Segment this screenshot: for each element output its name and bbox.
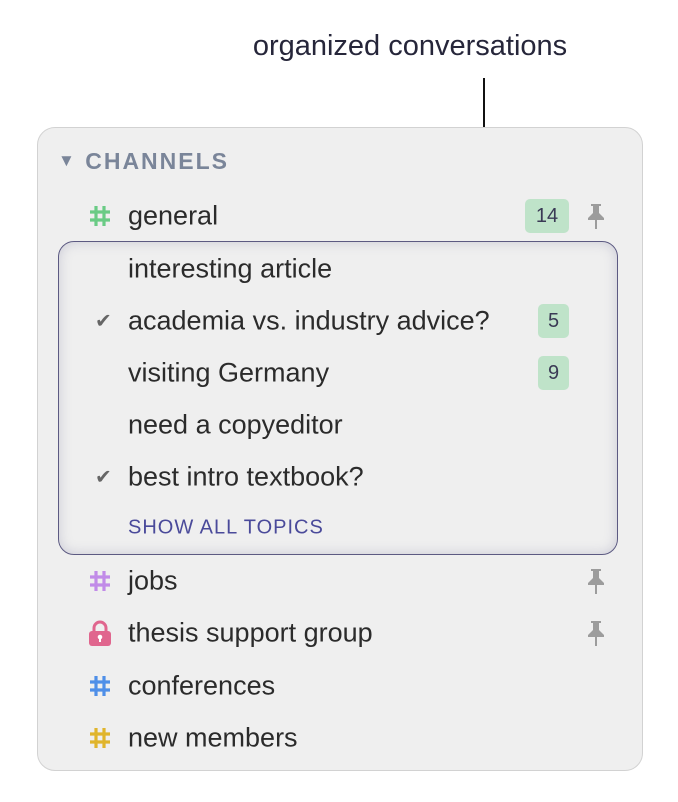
topic-item[interactable]: ✔ best intro textbook?	[0, 457, 678, 497]
topic-item[interactable]: ✔ academia vs. industry advice? 5	[0, 301, 678, 341]
topic-label: academia vs. industry advice?	[128, 305, 490, 336]
check-icon: ✔	[95, 466, 112, 489]
channel-new-members[interactable]: new members	[0, 718, 678, 758]
lock-icon	[88, 620, 112, 646]
topic-label: best intro textbook?	[128, 461, 364, 492]
channel-thesis-support-group[interactable]: thesis support group	[0, 613, 678, 653]
channel-label: general	[128, 200, 219, 231]
show-all-topics-link[interactable]: SHOW ALL TOPICS	[0, 508, 678, 548]
hash-icon	[88, 726, 112, 750]
collapse-triangle-icon: ▼	[58, 151, 77, 170]
pin-icon[interactable]	[585, 620, 607, 646]
channel-general[interactable]: general 14	[0, 196, 678, 236]
topic-item[interactable]: interesting article	[0, 249, 678, 289]
channel-label: conferences	[128, 670, 276, 701]
unread-badge: 9	[538, 356, 569, 390]
channel-jobs[interactable]: jobs	[0, 561, 678, 601]
section-title: CHANNELS	[85, 148, 229, 174]
channel-label: jobs	[128, 565, 178, 596]
pin-icon[interactable]	[585, 568, 607, 594]
topics-box	[58, 241, 618, 555]
topic-label: interesting article	[128, 253, 333, 284]
channel-label: new members	[128, 722, 298, 753]
pin-icon[interactable]	[585, 203, 607, 229]
show-all-label: SHOW ALL TOPICS	[128, 516, 324, 539]
check-icon: ✔	[95, 310, 112, 333]
channel-conferences[interactable]: conferences	[0, 666, 678, 706]
topic-label: visiting Germany	[128, 357, 330, 388]
topic-item[interactable]: visiting Germany 9	[0, 353, 678, 393]
hash-icon	[88, 204, 112, 228]
channels-header[interactable]: ▼ CHANNELS	[58, 148, 229, 175]
hash-icon	[88, 569, 112, 593]
topic-label: need a copyeditor	[128, 409, 343, 440]
unread-badge: 5	[538, 304, 569, 338]
channel-label: thesis support group	[128, 617, 373, 648]
unread-badge: 14	[525, 199, 569, 233]
annotation-label: organized conversations	[252, 30, 568, 62]
topic-item[interactable]: need a copyeditor	[0, 405, 678, 445]
hash-icon	[88, 674, 112, 698]
